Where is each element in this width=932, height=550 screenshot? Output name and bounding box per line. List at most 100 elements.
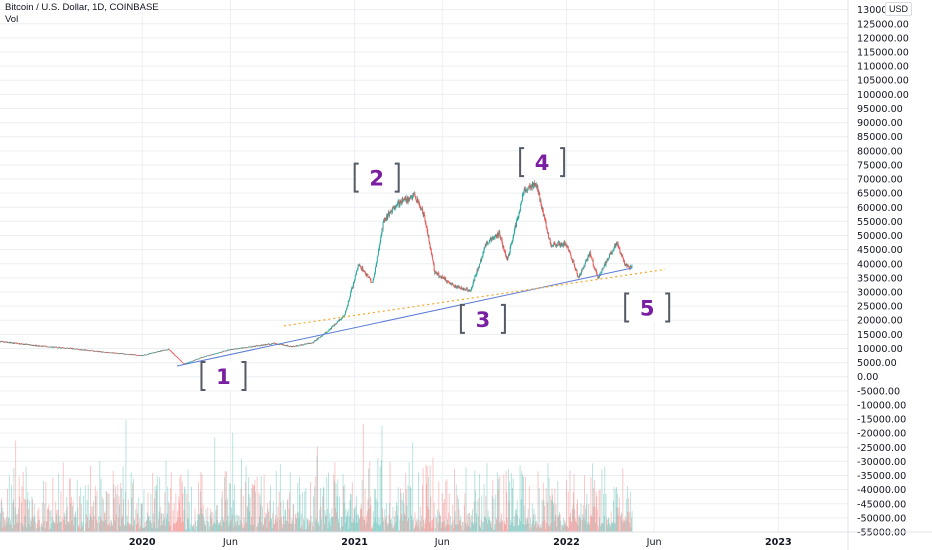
candle-body: [407, 196, 408, 202]
volume-bar: [546, 522, 548, 532]
candle-body: [50, 346, 51, 348]
candle-body: [187, 362, 189, 364]
symbol-title[interactable]: Bitcoin / U.S. Dollar, 1D, COINBASE: [5, 2, 159, 13]
candle-body: [528, 186, 530, 187]
volume-bar: [7, 518, 9, 532]
volume-bar: [531, 524, 533, 532]
volume-bar: [551, 488, 553, 532]
price-axis[interactable]: 130000.00125000.00120000.00115000.001100…: [847, 0, 909, 550]
volume-bar: [303, 518, 305, 532]
candle-body: [220, 352, 222, 353]
volume-bar: [85, 522, 87, 532]
candle-body: [454, 285, 456, 288]
candle-body: [51, 346, 53, 348]
candle-body: [311, 342, 313, 344]
candle-body: [343, 315, 345, 317]
candle-body: [11, 342, 13, 344]
candle-body: [177, 357, 179, 358]
candle-body: [503, 250, 505, 252]
volume-bar: [81, 522, 83, 532]
bracket-left: [624, 292, 630, 323]
candle-body: [333, 325, 335, 327]
volume-bar: [34, 521, 36, 532]
volume-bar: [300, 513, 302, 532]
volume-bar: [398, 530, 400, 532]
bracket-left: [353, 162, 359, 193]
volume-bar: [593, 479, 595, 532]
volume-bar: [148, 517, 150, 532]
volume-bar: [403, 503, 405, 532]
volume-bar: [499, 522, 501, 532]
candle-body: [595, 269, 596, 270]
candle-body: [538, 193, 540, 195]
candle-body: [365, 274, 367, 276]
candle-body: [297, 345, 299, 347]
candle-body: [113, 352, 115, 354]
candle-body: [179, 359, 181, 361]
candle-body: [546, 227, 548, 230]
volume-bar: [625, 521, 627, 532]
volume-bar: [331, 507, 333, 532]
volume-bar: [580, 503, 582, 532]
volume-bar: [506, 517, 508, 532]
volume-bar: [576, 503, 578, 532]
candle-body: [287, 345, 289, 347]
volume-bar: [253, 485, 255, 532]
volume-bar: [547, 463, 549, 532]
volume-bar: [621, 521, 623, 532]
candle-body: [288, 345, 289, 347]
candle-body: [585, 261, 587, 264]
volume-bar: [571, 522, 573, 532]
candle-body: [423, 212, 425, 216]
candle-body: [68, 348, 70, 349]
volume-bar: [597, 525, 599, 532]
volume-bar: [69, 478, 71, 532]
volume-bar: [336, 496, 338, 532]
candle-body: [247, 346, 249, 348]
candle-body: [290, 345, 292, 347]
candle-body: [133, 354, 135, 355]
candlestick-series: [0, 180, 633, 365]
volume-bar: [308, 525, 310, 532]
candle-body: [178, 358, 180, 360]
candle-body: [596, 271, 598, 275]
candle-body: [628, 266, 630, 268]
volume-bar: [500, 518, 502, 532]
volume-indicator-label[interactable]: Vol: [5, 14, 19, 25]
candle-body: [110, 352, 112, 354]
candle-body: [72, 348, 74, 349]
volume-bar: [586, 493, 588, 532]
candle-body: [535, 184, 537, 187]
candle-body: [317, 338, 318, 340]
candle-body: [613, 249, 614, 251]
candle-body: [539, 200, 541, 202]
candle-body: [530, 185, 531, 189]
candle-body: [132, 354, 134, 356]
volume-bar: [31, 496, 33, 532]
volume-bar: [488, 519, 490, 532]
volume-bar: [16, 522, 18, 532]
volume-bar: [437, 522, 439, 532]
volume-bar: [558, 515, 560, 532]
volume-bar: [207, 507, 209, 532]
volume-bar: [149, 521, 151, 532]
volume-bar: [80, 487, 82, 532]
candle-body: [106, 352, 108, 353]
candle-body: [288, 345, 290, 347]
volume-bar: [420, 521, 422, 532]
candle-body: [140, 355, 141, 357]
volume-bar: [30, 521, 32, 532]
volume-bar: [590, 477, 592, 532]
candle-body: [145, 354, 147, 356]
currency-label[interactable]: USD: [885, 2, 913, 16]
volume-bar: [591, 515, 592, 532]
volume-bar: [402, 520, 404, 532]
candle-body: [157, 351, 159, 352]
volume-bar: [76, 479, 78, 532]
candle-body: [7, 341, 8, 343]
time-axis[interactable]: 2020 Jun 2021 Jun 2022 Jun 2023: [0, 531, 932, 548]
candle-body: [8, 342, 10, 343]
candle-body: [78, 349, 80, 351]
